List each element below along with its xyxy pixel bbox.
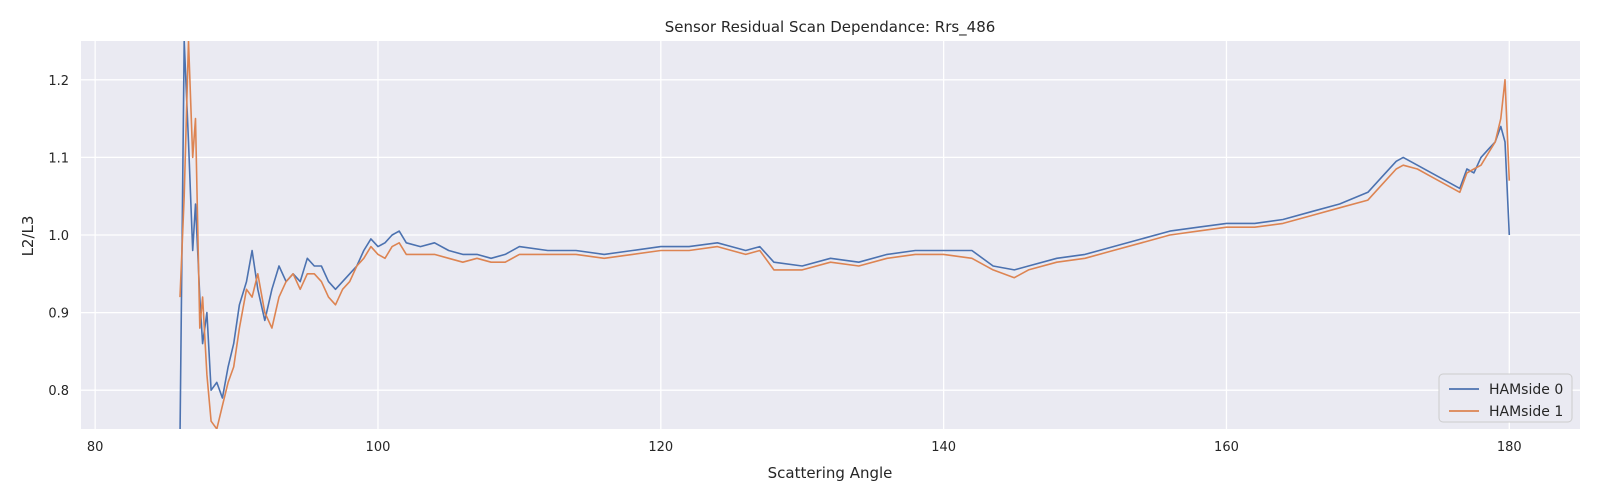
y-tick-label: 1.2 [48,74,69,89]
series-lines [179,41,1511,429]
y-tick-label: 0.8 [48,384,69,399]
x-tick-label: 80 [87,440,104,455]
series-line-1 [179,41,1511,429]
x-tick-label: 100 [366,440,391,455]
x-axis-label: Scattering Angle [768,464,893,482]
legend-label-1: HAMside 1 [1489,404,1563,420]
y-tick-label: 1.1 [48,151,69,166]
legend: HAMside 0 HAMside 1 [1438,373,1573,423]
x-tick-label: 120 [648,440,673,455]
y-tick-labels: 0.8 0.9 1.0 1.1 1.2 [48,74,69,399]
grid-lines [81,41,1580,429]
y-tick-label: 1.0 [48,229,69,244]
y-axis-label: L2/L3 [19,216,37,257]
y-tick-label: 0.9 [48,307,69,322]
legend-label-0: HAMside 0 [1489,382,1563,398]
x-tick-labels: 80 100 120 140 160 180 [87,440,1522,455]
chart-title: Sensor Residual Scan Dependance: Rrs_486 [665,18,996,37]
x-tick-label: 160 [1214,440,1239,455]
x-tick-label: 140 [931,440,956,455]
x-tick-label: 180 [1497,440,1522,455]
legend-box [1438,373,1573,423]
series-line-0 [179,41,1511,429]
